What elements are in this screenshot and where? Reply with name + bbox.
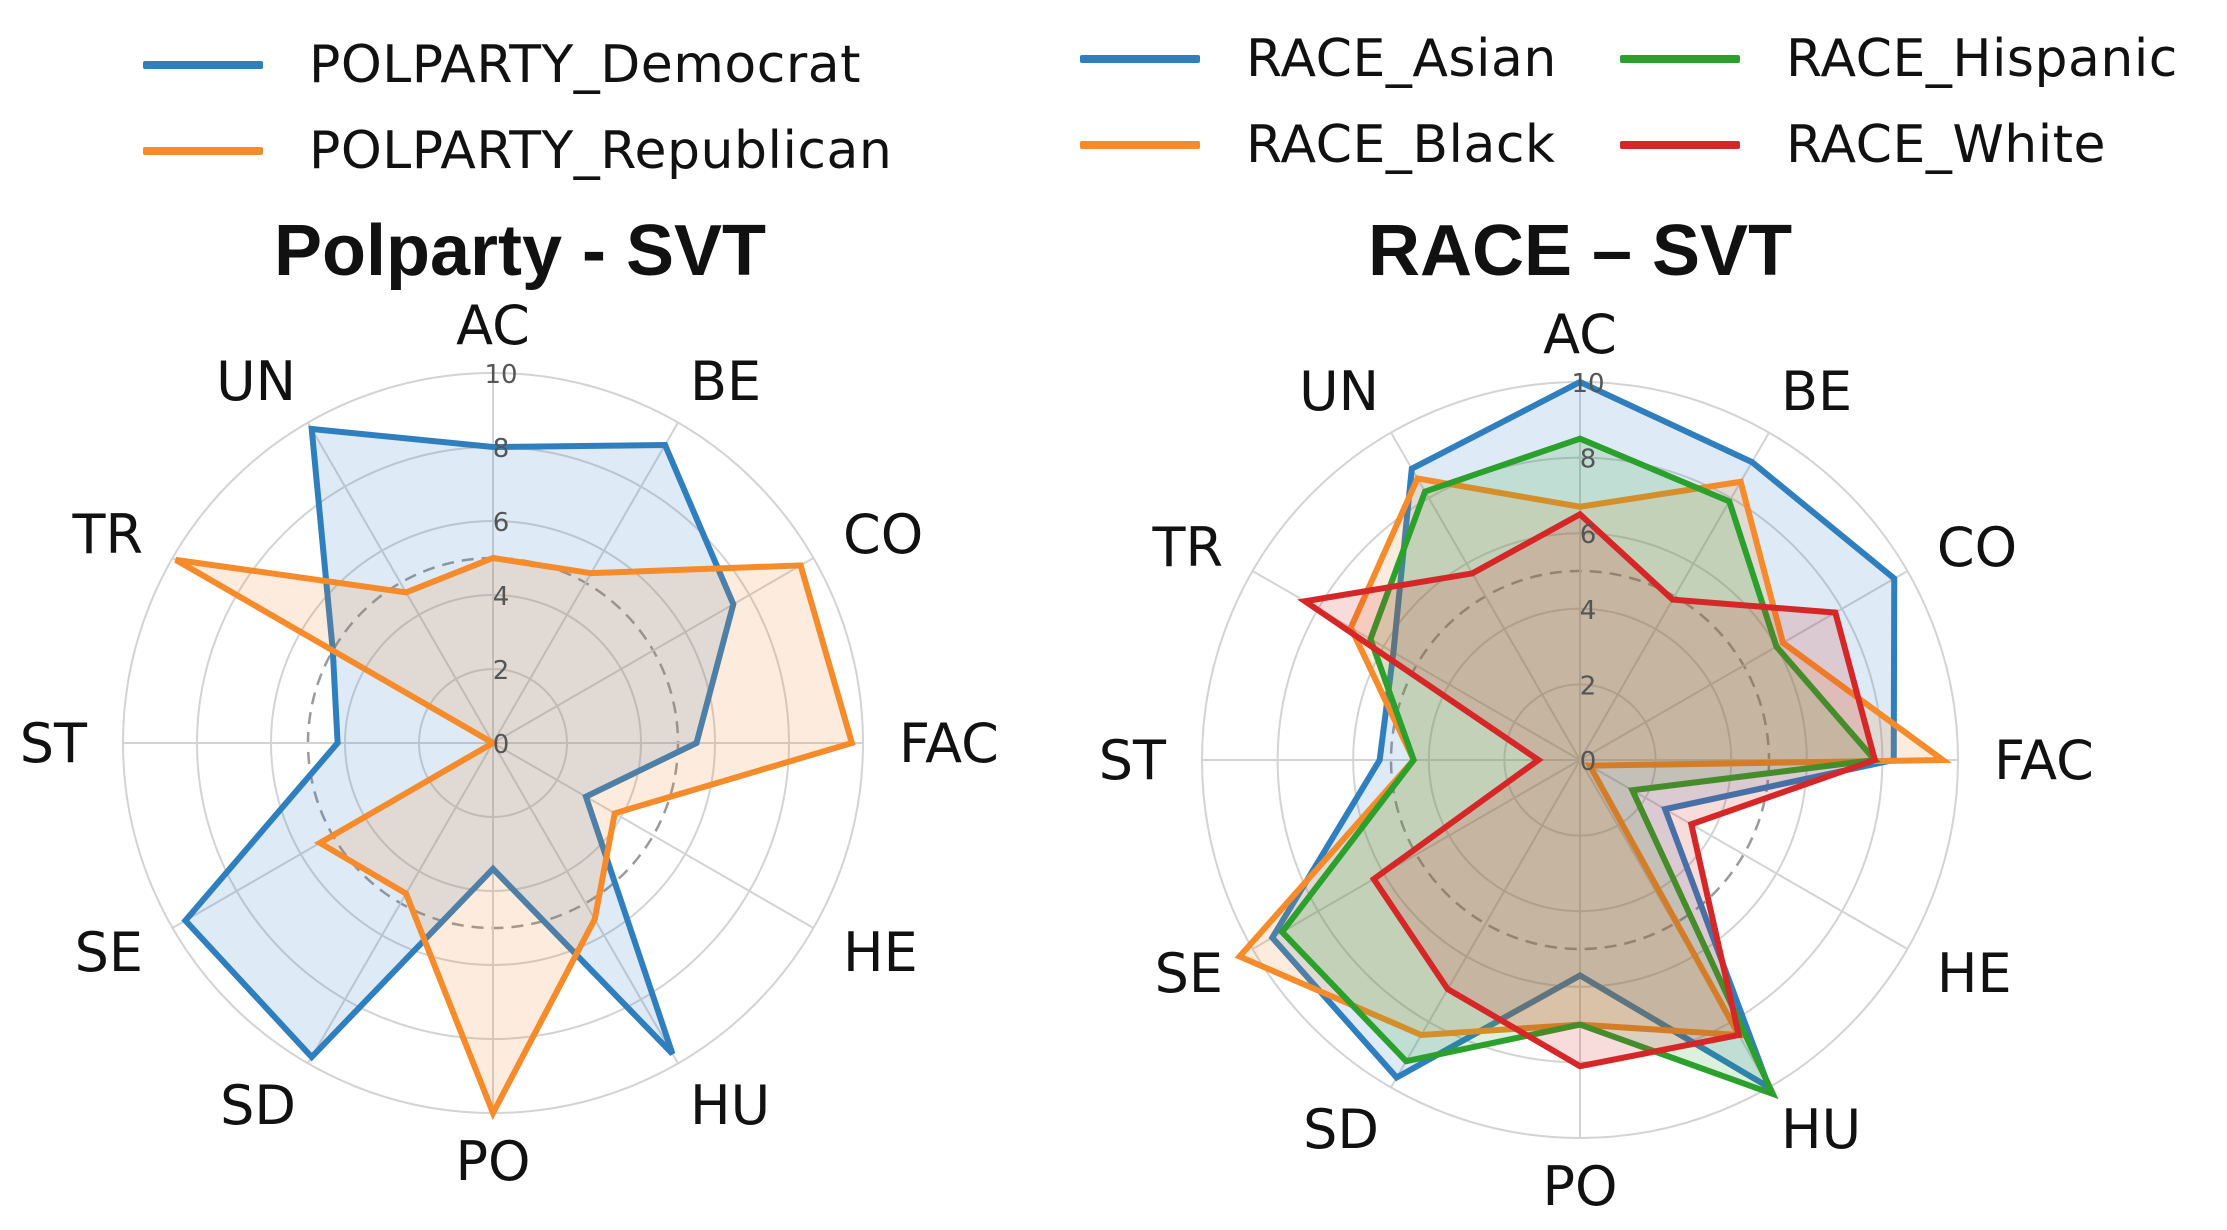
axis-label-co: CO — [843, 503, 923, 566]
axis-label-tr: TR — [71, 503, 143, 566]
legend-label-black: RACE_Black — [1246, 115, 1556, 175]
radial-tick-label: 4 — [1580, 596, 1597, 626]
spoke-co — [492, 557, 814, 744]
radial-tick-label: 8 — [1580, 445, 1597, 475]
radial-tick-label: 10 — [484, 360, 517, 390]
axis-label-tr: TR — [1152, 516, 1224, 579]
series-area-polparty-republican — [175, 558, 852, 1113]
spoke-sd — [307, 742, 494, 1064]
legend-label-hispanic: RACE_Hispanic — [1786, 29, 2178, 89]
race-legend-col-2: RACE_Hispanic RACE_White — [1620, 16, 2178, 188]
axis-label-se: SE — [1155, 942, 1223, 1005]
series-line-race-hispanic — [1278, 435, 1881, 1100]
radial-tick-label: 4 — [493, 582, 510, 612]
legend-swatch-republican — [143, 147, 263, 155]
race-legend-col-1: RACE_Asian RACE_Black — [1080, 16, 1557, 188]
spoke-un — [307, 422, 494, 744]
axis-label-sd: SD — [1303, 1098, 1379, 1161]
radial-tick-label: 10 — [1571, 369, 1604, 399]
axis-label-sd: SD — [220, 1074, 296, 1137]
legend-item-polparty-republican: POLPARTY_Republican — [143, 108, 892, 194]
axis-label-po: PO — [455, 1130, 530, 1193]
radial-tick-label: 6 — [1580, 520, 1597, 550]
radial-tick-label: 0 — [1580, 747, 1597, 777]
legend-label-democrat: POLPARTY_Democrat — [309, 35, 861, 95]
series-line-race-asian — [1268, 378, 1898, 1095]
legend-label-asian: RACE_Asian — [1246, 29, 1557, 89]
radar-series — [174, 425, 856, 1121]
radial-tick-label: 8 — [493, 434, 510, 464]
legend-swatch-white — [1620, 141, 1740, 149]
axis-label-hu: HU — [1781, 1098, 1861, 1161]
axis-label-un: UN — [216, 350, 296, 413]
axis-label-po: PO — [1542, 1155, 1617, 1218]
series-line-race-white — [1297, 510, 1879, 1070]
legend-item-race-hispanic: RACE_Hispanic — [1620, 16, 2178, 102]
axis-label-co: CO — [1937, 516, 2017, 579]
legend-swatch-democrat — [143, 61, 263, 69]
legend-swatch-asian — [1080, 55, 1200, 63]
legend-label-republican: POLPARTY_Republican — [309, 121, 893, 181]
spoke-hu — [492, 742, 679, 1064]
axis-label-he: HE — [843, 921, 918, 984]
series-line-polparty-republican — [174, 554, 856, 1121]
axis-label-se: SE — [75, 921, 143, 984]
radial-tick-label: 2 — [493, 656, 510, 686]
axis-label-ac: AC — [1543, 303, 1617, 366]
legend-item-race-asian: RACE_Asian — [1080, 16, 1557, 102]
legend-item-race-black: RACE_Black — [1080, 102, 1557, 188]
spoke-be — [1579, 432, 1770, 761]
axis-label-be: BE — [690, 350, 761, 413]
race-chart-title: RACE – SVT — [1367, 211, 1793, 291]
radial-tick-label: 6 — [493, 508, 510, 538]
axis-label-he: HE — [1937, 942, 2012, 1005]
spoke-he — [492, 742, 814, 929]
axis-label-ac: AC — [456, 294, 530, 357]
radar-series — [1234, 378, 1952, 1100]
spoke-be — [492, 422, 679, 744]
polparty-chart-panel: POLPARTY_Democrat POLPARTY_Republican Po… — [0, 0, 1080, 1230]
spoke-se — [1252, 759, 1581, 950]
radial-tick-label: 2 — [1580, 671, 1597, 701]
legend-item-polparty-democrat: POLPARTY_Democrat — [143, 22, 892, 108]
axis-label-be: BE — [1781, 360, 1852, 423]
series-area-race-asian — [1272, 382, 1895, 1088]
axis-label-hu: HU — [690, 1074, 770, 1137]
spoke-un — [1390, 432, 1581, 761]
series-area-race-white — [1305, 514, 1875, 1067]
race-chart-panel: RACE_Asian RACE_Black RACE_Hispanic RACE… — [1080, 0, 2227, 1230]
radial-tick-label: 0 — [493, 730, 510, 760]
legend-label-white: RACE_White — [1786, 115, 2107, 175]
polparty-legend: POLPARTY_Democrat POLPARTY_Republican — [143, 22, 892, 194]
legend-swatch-hispanic — [1620, 55, 1740, 63]
spoke-co — [1579, 570, 1908, 761]
legend-item-race-white: RACE_White — [1620, 102, 2178, 188]
legend-swatch-black — [1080, 141, 1200, 149]
radar-grid — [122, 372, 864, 1114]
axis-label-st: ST — [20, 712, 88, 775]
axis-label-fac: FAC — [899, 712, 999, 775]
axis-label-st: ST — [1099, 729, 1167, 792]
axis-label-fac: FAC — [1994, 729, 2094, 792]
polparty-chart-title: Polparty - SVT — [273, 211, 767, 291]
axis-label-un: UN — [1299, 360, 1379, 423]
